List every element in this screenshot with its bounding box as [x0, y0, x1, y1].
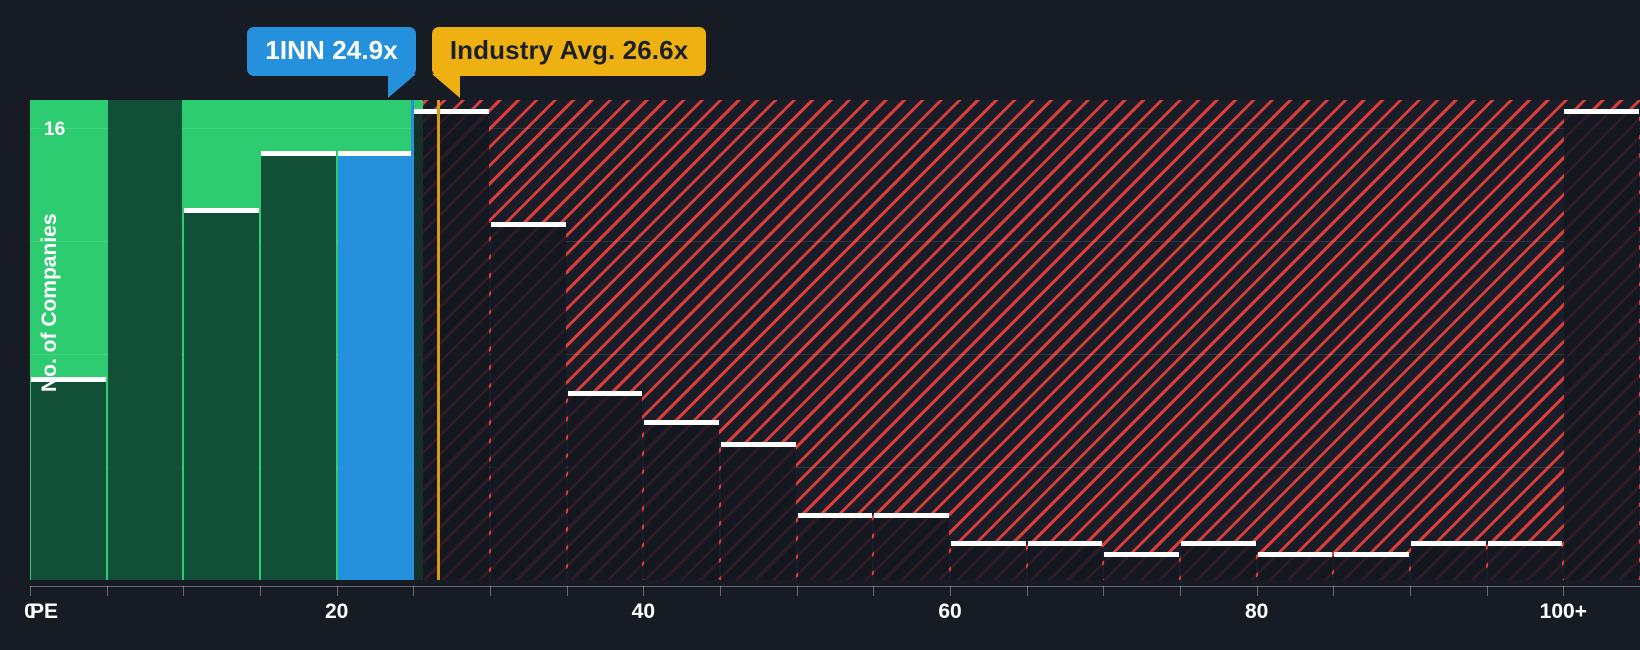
x-axis-tick [30, 586, 31, 596]
bar-top-cap [261, 151, 336, 157]
x-axis-tick-label: 40 [631, 600, 656, 623]
bar-top-cap [1334, 552, 1409, 558]
y-axis-title: No. of Companies [38, 213, 61, 392]
x-axis-tick-label: 0 [24, 600, 36, 623]
company-marker-line [410, 100, 414, 580]
histogram-bar[interactable] [261, 151, 336, 580]
bar-top-cap [414, 109, 489, 115]
bar-top-cap [1564, 109, 1639, 115]
histogram-bar[interactable] [1104, 552, 1179, 580]
histogram-bar[interactable] [797, 512, 873, 580]
bar-top-cap [1027, 541, 1103, 547]
x-axis-tick [566, 586, 568, 596]
company-pe-callout[interactable]: 1INN 24.9x [247, 27, 416, 99]
histogram-bar[interactable] [721, 442, 796, 580]
callout-tail [431, 74, 460, 99]
histogram-bar[interactable] [567, 391, 643, 580]
bar-top-cap [1104, 552, 1179, 558]
x-axis-tick [1256, 586, 1258, 596]
x-axis-tick [1180, 586, 1181, 596]
bar-top-cap [951, 541, 1026, 547]
bar-top-cap [31, 377, 106, 383]
bar-top-cap [337, 151, 413, 157]
x-axis-tick [1333, 586, 1335, 596]
histogram-bar[interactable] [874, 512, 949, 580]
bar-top-cap [721, 442, 796, 448]
gridline [30, 354, 1640, 356]
industry-avg-pe-callout-label: Industry Avg. 26.6x [449, 35, 689, 65]
bar-top-cap [797, 512, 873, 518]
x-axis-title: PE [30, 600, 59, 623]
histogram-bar[interactable] [107, 100, 183, 580]
x-axis-tick [873, 586, 875, 596]
histogram-bar[interactable] [644, 419, 719, 580]
bar-top-cap [1257, 552, 1333, 558]
bar-top-cap [1411, 541, 1486, 547]
bar-top-cap [874, 512, 949, 518]
x-axis-tick [413, 586, 415, 596]
x-axis-tick [1410, 586, 1411, 596]
histogram-bar[interactable] [1334, 552, 1409, 580]
x-axis-tick [1103, 586, 1105, 596]
x-axis-tick [490, 586, 491, 596]
x-axis-tick [1563, 586, 1565, 596]
histogram-bar[interactable] [491, 222, 566, 580]
bar-top-cap [567, 391, 643, 397]
x-axis-tick-label: 100+ [1539, 600, 1587, 623]
histogram-bar[interactable] [31, 377, 106, 580]
histogram-bar[interactable] [951, 541, 1026, 580]
x-axis-tick [183, 586, 185, 596]
x-axis-tick-label: 80 [1244, 600, 1269, 623]
bar-top-cap [184, 207, 259, 213]
expensive-zone [422, 100, 1640, 580]
histogram-bar[interactable] [1027, 541, 1103, 580]
histogram-bar[interactable] [1257, 552, 1333, 580]
plot-area [30, 100, 1640, 580]
x-axis-tick-label: 60 [938, 600, 962, 623]
x-axis-tick [106, 586, 108, 596]
x-axis-tick [260, 586, 261, 596]
histogram-bar[interactable] [1564, 109, 1639, 580]
histogram-bar[interactable] [414, 109, 489, 580]
x-axis-tick-label: 20 [324, 600, 349, 623]
x-axis-tick [796, 586, 798, 596]
histogram-bar[interactable] [1487, 541, 1563, 580]
x-axis-tick [950, 586, 951, 596]
bar-top-cap [491, 222, 566, 228]
y-axis-tick-label-16: 16 [44, 119, 66, 140]
x-axis-line [30, 586, 1640, 587]
x-axis-tick [643, 586, 645, 596]
histogram-bar[interactable] [1181, 541, 1256, 580]
bar-top-cap [644, 419, 719, 425]
histogram-bar[interactable] [184, 207, 259, 580]
histogram-bar[interactable] [337, 151, 413, 580]
industry-avg-marker-line [436, 100, 440, 580]
x-axis-tick [336, 586, 338, 596]
callout-tail [387, 74, 416, 99]
gridline [30, 467, 1640, 469]
gridline [30, 128, 1640, 130]
industry-avg-pe-callout[interactable]: Industry Avg. 26.6x [431, 27, 707, 99]
x-axis-tick [1486, 586, 1488, 596]
company-pe-callout-label: 1INN 24.9x [265, 35, 398, 65]
x-axis-tick [720, 586, 721, 596]
bar-top-cap [1487, 541, 1563, 547]
gridline [30, 241, 1640, 243]
bar-top-cap [1181, 541, 1256, 547]
histogram-bar[interactable] [1411, 541, 1486, 580]
x-axis-tick [1026, 586, 1028, 596]
